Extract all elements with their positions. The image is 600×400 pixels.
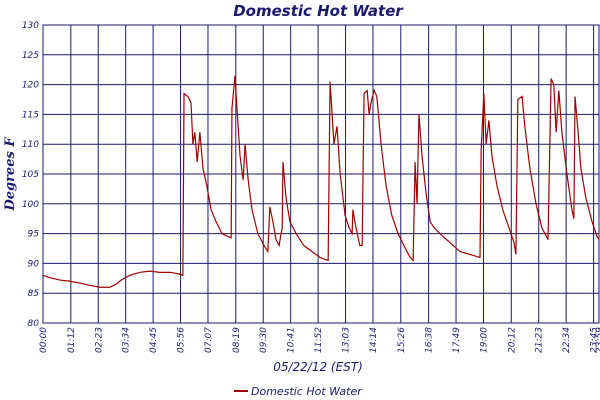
x-axis-label: 05/22/12 (EST) <box>273 360 363 374</box>
y-tick-label: 110 <box>22 140 39 150</box>
y-axis-label: Degrees F <box>3 137 18 212</box>
y-tick-label: 90 <box>28 259 40 269</box>
y-tick-label: 95 <box>28 230 40 240</box>
x-tick-label: 09:30 <box>259 327 269 353</box>
x-tick-label: 08:19 <box>232 327 242 353</box>
x-tick-label: 00:00 <box>39 327 49 353</box>
x-tick-label: 11:52 <box>314 327 324 353</box>
x-tick-label: 23:59 <box>595 327 600 353</box>
x-tick-label: 03:34 <box>122 327 132 353</box>
x-tick-label: 13:03 <box>342 327 352 353</box>
y-tick-label: 100 <box>22 200 39 210</box>
y-tick-label: 115 <box>22 110 39 120</box>
y-tick-label: 105 <box>22 170 39 180</box>
x-tick-label: 05:56 <box>177 327 187 353</box>
x-tick-label: 07:07 <box>204 327 214 353</box>
x-tick-label: 02:23 <box>94 327 104 353</box>
y-tick-label: 120 <box>22 81 39 91</box>
x-tick-label: 23:45 <box>590 327 600 353</box>
x-tick-label: 21:23 <box>535 327 545 353</box>
x-tick-label: 10:41 <box>287 327 297 353</box>
y-tick-label: 125 <box>22 51 39 61</box>
y-tick-label: 130 <box>22 21 39 31</box>
x-tick-label: 15:26 <box>397 327 407 353</box>
y-tick-label: 80 <box>28 319 40 329</box>
x-tick-label: 22:34 <box>562 327 572 353</box>
x-tick-label: 20:12 <box>507 327 517 353</box>
x-tick-label: 14:14 <box>369 327 379 353</box>
chart-title: Domestic Hot Water <box>233 2 404 20</box>
legend-label: Domestic Hot Water <box>251 385 363 398</box>
data-line <box>42 75 600 288</box>
x-tick-label: 04:45 <box>149 327 159 353</box>
y-tick-label: 85 <box>28 289 40 299</box>
x-tick-label: 01:12 <box>67 327 77 353</box>
x-tick-label: 16:38 <box>425 327 435 353</box>
x-tick-label: 17:49 <box>452 327 462 353</box>
x-tick-label: 19:00 <box>479 327 489 353</box>
